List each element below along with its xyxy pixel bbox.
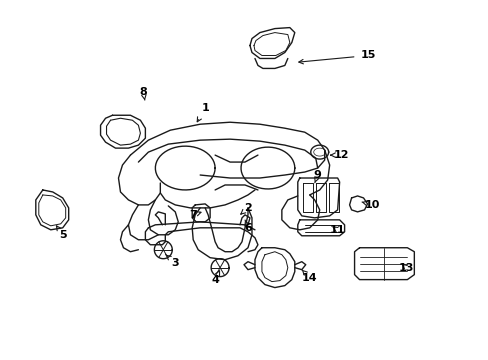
Text: 4: 4 [211,271,219,285]
Text: 1: 1 [197,103,208,122]
Text: 5: 5 [56,226,66,240]
Text: 9: 9 [313,170,321,183]
Text: 10: 10 [361,200,379,210]
Text: 15: 15 [298,50,375,64]
Text: 14: 14 [301,270,317,283]
Text: 11: 11 [329,225,345,235]
Text: 8: 8 [139,87,147,100]
Text: 6: 6 [244,220,251,233]
Text: 12: 12 [330,150,348,160]
Text: 3: 3 [165,255,179,268]
Text: 7: 7 [189,210,201,220]
Text: 2: 2 [241,203,251,214]
Text: 13: 13 [398,263,413,273]
